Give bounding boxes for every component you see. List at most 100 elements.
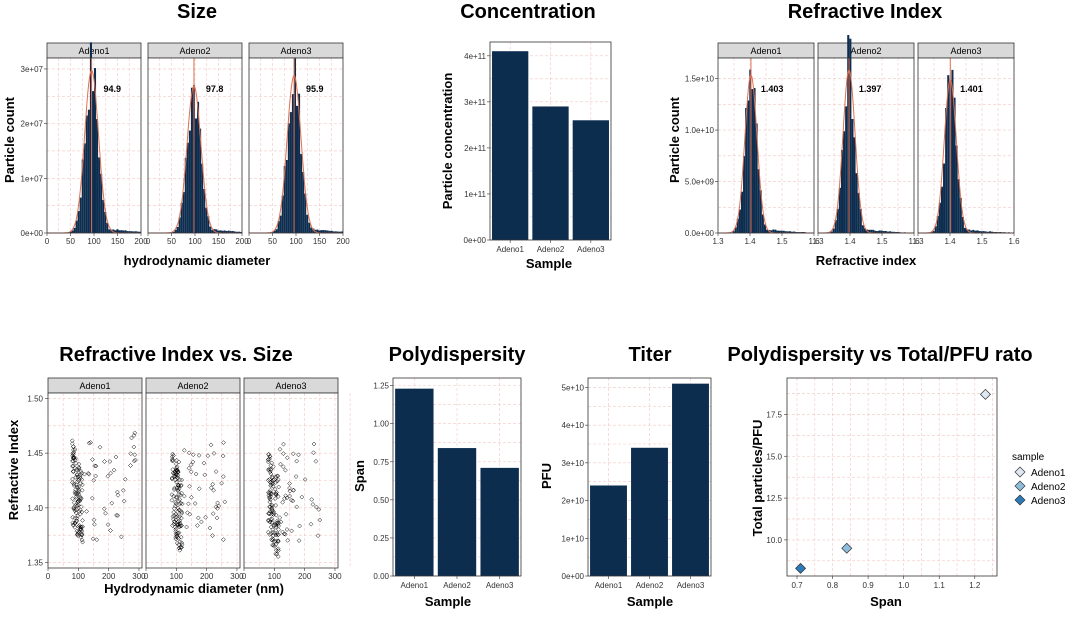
polydispersity-title: Polydispersity: [389, 344, 527, 366]
ri-size-facet-1-point: [94, 537, 100, 543]
ri-size-facet-3-point: [297, 523, 302, 529]
refractive-facet-1-mode-label: 1.403: [761, 84, 784, 94]
ri-size-facet-1-point: [69, 438, 75, 444]
ri-size-facet-1-point: [79, 524, 84, 530]
ri-size-facet-1-point: [72, 508, 78, 514]
ri-size-facet-1-xtick-label: 0: [46, 572, 51, 581]
refractive-ytick-label: 1.5e+10: [685, 75, 715, 84]
ri-size-facet-2-point: [172, 485, 177, 491]
size-facet-3-bar: [298, 93, 301, 234]
refractive-facet-3-bar: [930, 232, 933, 233]
size-facet-1-bar: [104, 211, 107, 233]
concentration-category-label: Adeno2: [537, 245, 565, 254]
ri-size-facet-2-point: [213, 504, 219, 510]
legend-key-adeno2: [1014, 480, 1026, 492]
ri-size-facet-3-point: [272, 496, 278, 501]
ri-size-facet-1-point: [78, 504, 84, 510]
ri-size-facet-3-point: [311, 450, 316, 456]
ri-size-facet-2-point: [220, 474, 226, 479]
size-facet-3-bar: [306, 214, 309, 233]
ri-size-facet-3-point: [296, 538, 302, 543]
refractive-facet-1-border: [717, 57, 815, 234]
size-facet-1-bar: [79, 197, 82, 233]
ri-size-facet-3-point: [268, 483, 273, 489]
size-ytick-label: 1e+07: [21, 174, 44, 183]
refractive-facet-3-bar: [959, 197, 962, 233]
ri-size-facet-1-point: [70, 514, 76, 520]
refractive-facet-1-bar: [770, 230, 773, 233]
refractive-facet-2-bar: [851, 119, 854, 233]
refractive-facet-2-bar: [891, 231, 894, 233]
ri-size-facet-1-point: [74, 467, 79, 472]
refractive-facet-2-bar: [843, 131, 846, 233]
size-facet-3-bar: [328, 230, 331, 233]
size-facet-3-bar: [324, 230, 327, 233]
size-facet-1-bar: [120, 230, 123, 233]
ri-vs-size-ylabel: Refractive Index: [6, 419, 21, 520]
ri-size-facet-2-point: [178, 545, 183, 550]
ri-size-facet-2-point: [195, 515, 201, 521]
ri-size-facet-3-point: [283, 493, 289, 499]
ri-size-facet-1-point: [78, 475, 83, 481]
poly-pfu-border: [786, 377, 998, 577]
size-ytick-label: 2e+07: [21, 120, 44, 129]
refractive-facet-2-bar: [893, 231, 896, 233]
refractive-facet-2-bar: [878, 230, 881, 233]
ri-size-facet-2-point: [210, 533, 215, 538]
ri-size-facet-2-point: [193, 471, 199, 477]
ri-size-facet-3-point: [273, 551, 279, 557]
ri-size-facet-2-point: [202, 472, 208, 478]
poly-pfu-ytick-label: 15.0: [766, 452, 782, 461]
ri-size-facet-1-strip-label: Adeno1: [79, 381, 110, 391]
size-facet-2-xtick-label: 150: [212, 237, 226, 246]
size-facet-2-bar: [237, 231, 240, 233]
ri-size-facet-2-point: [196, 486, 202, 492]
ri-size-facet-2-point: [174, 465, 179, 471]
refractive-facet-1-bar: [753, 88, 756, 233]
ri-size-facet-3-point: [283, 467, 288, 473]
refractive-facet-1-bar: [749, 69, 752, 234]
refractive-facet-1-bar: [761, 214, 764, 233]
ri-size-facet-1-point: [93, 473, 98, 479]
ri-size-facet-2-point: [172, 473, 177, 479]
ri-size-facet-1-point: [80, 524, 85, 530]
refractive-facet-2-bar: [874, 230, 877, 233]
refractive-facet-2-bar: [849, 38, 852, 234]
ri-size-facet-1-point: [77, 525, 83, 530]
size-facet-3-xtick-label: 50: [268, 237, 277, 246]
ri-size-facet-2-point: [173, 534, 179, 540]
size-facet-3-bar: [308, 222, 311, 233]
size-facet-3-bar: [279, 215, 282, 233]
ri-size-facet-3-point: [266, 490, 272, 496]
ri-size-facet-3-point: [267, 532, 273, 537]
ri-size-facet-1-point: [122, 476, 128, 482]
ri-size-facet-2-point: [199, 519, 204, 525]
ri-size-facet-1-point: [97, 444, 103, 450]
ri-size-facet-1-point: [105, 473, 111, 479]
size-facet-1-bar: [106, 222, 109, 233]
ri-size-facet-2-point: [169, 475, 175, 481]
ri-size-facet-2-point: [175, 522, 181, 528]
ri-size-facet-2-point: [173, 529, 179, 534]
ri-size-facet-2-xtick-label: 100: [170, 572, 184, 581]
size-facet-1-bar: [130, 231, 133, 233]
refractive-facet-3-bar: [988, 231, 992, 233]
size-facet-2-bar: [176, 226, 179, 233]
ri-size-facet-2-point: [176, 486, 182, 492]
concentration-ytick-label: 2e+11: [464, 144, 486, 153]
ri-size-facet-1-point: [115, 492, 121, 498]
titer-ytick-label: 4e+10: [562, 421, 585, 430]
ri-size-facet-2-point: [174, 533, 180, 539]
ri-size-facet-2-point: [185, 510, 190, 516]
titer-category-label: Adeno3: [677, 581, 705, 590]
ri-size-facet-3-point: [270, 474, 275, 480]
poly-pfu-point-adeno2: [841, 542, 853, 554]
size-facet-2-strip-label: Adeno2: [179, 46, 210, 56]
refractive-facet-2-xtick-label: 1.3: [812, 237, 824, 246]
ri-size-facet-1-point: [72, 447, 78, 452]
poly-pfu-ytick-label: 17.5: [766, 410, 782, 419]
ri-size-facet-1-border: [47, 392, 143, 569]
refractive-facet-2-xtick-label: 1.4: [844, 237, 856, 246]
size-facet-1-bar: [75, 220, 78, 233]
size-facet-1-bar: [136, 231, 139, 233]
